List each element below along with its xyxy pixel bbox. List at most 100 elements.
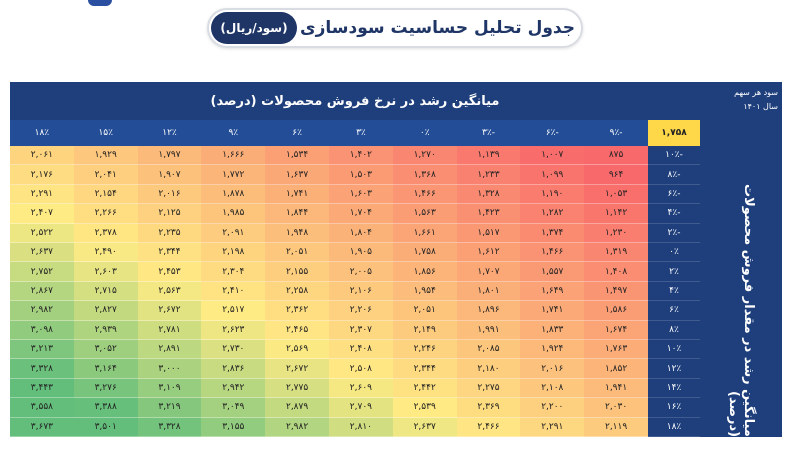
column-header: -۹٪ bbox=[609, 128, 623, 138]
table-cell: ۳,۰۰۰ bbox=[137, 359, 202, 379]
row-header: -۸٪ bbox=[648, 165, 700, 185]
table-cell: ۱,۲۳۳ bbox=[456, 165, 521, 185]
table-cell: ۳,۱۰۹ bbox=[137, 378, 202, 399]
table-cell: ۲,۸۳۶ bbox=[201, 359, 266, 379]
table-cell: ۱,۶۶۱ bbox=[392, 223, 457, 243]
table-cell: ۲,۵۶۹ bbox=[265, 340, 329, 360]
table-cell: ۱,۹۵۴ bbox=[392, 281, 457, 302]
table-cell: ۱,۶۷۴ bbox=[584, 320, 648, 340]
row-header: ۱۴٪ bbox=[648, 379, 700, 399]
table-cell: ۱,۸۰۱ bbox=[456, 281, 521, 302]
table-cell: ۱,۲۷۰ bbox=[392, 146, 457, 166]
table-cell: ۳,۲۱۳ bbox=[10, 340, 74, 360]
row-header: -۲٪ bbox=[648, 224, 700, 243]
table-cell: ۱,۵۱۷ bbox=[456, 223, 521, 243]
table-cell: ۱,۱۹۰ bbox=[520, 184, 585, 205]
base-value: ۱,۷۵۸ bbox=[648, 120, 700, 146]
table-cell: ۳,۳۸۸ bbox=[73, 398, 138, 418]
column-header: ۱۲٪ bbox=[162, 128, 177, 138]
corner-year: سال ۱۴۰۱ bbox=[743, 102, 778, 111]
table-cell: ۲,۳۶۲ bbox=[265, 301, 329, 321]
table-cell: ۳,۳۲۸ bbox=[10, 359, 74, 379]
table-cell: ۲,۲۴۶ bbox=[392, 340, 457, 360]
table-cell: ۲,۳۴۴ bbox=[137, 243, 202, 263]
table-cell: ۳,۶۷۳ bbox=[10, 417, 74, 437]
table-cell: ۲,۱۰۶ bbox=[329, 281, 393, 302]
table-cell: ۲,۹۴۲ bbox=[201, 378, 266, 399]
table-cell: ۱,۷۴۱ bbox=[520, 301, 585, 321]
table-cell: ۱,۵۶۳ bbox=[392, 204, 457, 224]
column-header: ۶٪ bbox=[292, 128, 302, 138]
table-cell: ۲,۳۰۷ bbox=[329, 320, 393, 340]
table-cell: ۲,۹۸۲ bbox=[265, 417, 329, 437]
table-cell: ۲,۱۷۶ bbox=[10, 165, 74, 185]
table-cell: ۱,۲۳۰ bbox=[584, 223, 648, 243]
table-cell: ۲,۸۷۹ bbox=[265, 398, 329, 418]
column-header: -۳٪ bbox=[482, 128, 495, 138]
row-header: ۸٪ bbox=[648, 321, 700, 340]
table-cell: ۱,۸۷۸ bbox=[201, 184, 266, 205]
column-header: ۱۸٪ bbox=[34, 128, 50, 138]
table-cell: ۲,۵۲۲ bbox=[10, 223, 74, 243]
table-cell: ۱,۱۳۹ bbox=[456, 146, 521, 166]
table-cell: ۱,۰۹۹ bbox=[520, 165, 585, 185]
table-cell: ۱,۶۶۶ bbox=[201, 146, 266, 166]
table-cell: ۱,۵۰۳ bbox=[329, 165, 393, 185]
table-cell: ۲,۱۱۹ bbox=[584, 417, 648, 437]
table-cell: ۲,۸۶۷ bbox=[10, 281, 74, 302]
table-cell: ۱,۸۵۲ bbox=[584, 359, 648, 379]
table-cell: ۱,۲۸۲ bbox=[520, 204, 585, 224]
table-cell: ۲,۰۰۵ bbox=[329, 262, 393, 282]
table-cell: ۱,۷۵۸ bbox=[392, 243, 457, 263]
table-cell: ۲,۶۳۷ bbox=[10, 243, 74, 263]
table-cell: ۲,۳۶۹ bbox=[456, 398, 521, 418]
table-cell: ۱,۴۹۷ bbox=[584, 281, 648, 302]
column-group-title: میانگین رشد در نرخ فروش محصولات (درصد) bbox=[210, 93, 500, 109]
table-cell: ۱,۴۰۸ bbox=[584, 262, 648, 282]
table-cell: ۲,۶۷۲ bbox=[137, 301, 202, 321]
table-cell: ۲,۱۵۵ bbox=[265, 262, 329, 282]
row-header: ۱۰٪ bbox=[648, 340, 700, 360]
table-cell: ۱,۴۶۶ bbox=[520, 243, 585, 263]
table-cell: ۱,۶۴۹ bbox=[520, 281, 585, 302]
table-cell: ۲,۵۰۸ bbox=[329, 359, 393, 379]
table-cell: ۲,۷۸۱ bbox=[137, 320, 202, 340]
table-cell: ۱,۵۵۷ bbox=[520, 262, 585, 282]
table-cell: ۳,۴۴۳ bbox=[10, 378, 74, 399]
table-cell: ۱,۸۹۶ bbox=[456, 301, 521, 321]
table-cell: ۲,۴۴۲ bbox=[392, 378, 457, 399]
row-header: ۱۸٪ bbox=[648, 418, 700, 437]
table-cell: ۱,۴۶۶ bbox=[392, 184, 457, 205]
table-cell: ۲,۲۹۱ bbox=[520, 417, 585, 437]
table-cell: ۲,۰۴۱ bbox=[73, 165, 138, 185]
table-cell: ۲,۸۲۷ bbox=[73, 301, 138, 321]
table-cell: ۲,۷۱۵ bbox=[73, 281, 138, 302]
table-cell: ۲,۱۹۸ bbox=[201, 243, 266, 263]
table-cell: ۳,۱۵۵ bbox=[201, 417, 266, 437]
table-cell: ۱,۷۷۲ bbox=[201, 165, 266, 185]
table-cell: ۱,۴۲۳ bbox=[456, 204, 521, 224]
table-cell: ۲,۱۴۹ bbox=[392, 320, 457, 340]
table-cell: ۲,۰۶۱ bbox=[10, 146, 74, 166]
table-cell: ۱,۳۲۸ bbox=[456, 184, 521, 205]
table-cell: ۱,۷۹۷ bbox=[137, 146, 202, 166]
table-cell: ۳,۵۵۸ bbox=[10, 398, 74, 418]
table-cell: ۱,۱۴۲ bbox=[584, 204, 648, 224]
table-cell: ۲,۲۳۵ bbox=[137, 223, 202, 243]
column-header: ۱۵٪ bbox=[98, 128, 113, 138]
table-cell: ۱,۳۱۹ bbox=[584, 243, 648, 263]
unit-badge: (سود/ریال) bbox=[211, 12, 297, 44]
table-cell: ۳,۲۷۶ bbox=[73, 378, 138, 399]
table-cell: ۳,۱۶۴ bbox=[73, 359, 138, 379]
table-cell: ۱,۸۵۶ bbox=[392, 262, 457, 282]
table-cell: ۳,۰۹۸ bbox=[10, 320, 74, 340]
row-header: ۰٪ bbox=[648, 243, 700, 263]
table-cell: ۲,۴۶۶ bbox=[456, 417, 521, 437]
table-cell: ۱,۵۳۴ bbox=[265, 146, 329, 166]
table-cell: ۱,۳۷۴ bbox=[520, 223, 585, 243]
table-cell: ۲,۰۳۰ bbox=[584, 398, 648, 418]
table-cell: ۳,۵۰۱ bbox=[73, 417, 138, 437]
table-cell: ۲,۶۲۳ bbox=[201, 320, 266, 340]
row-group-title: میانگین رشد در مقدار فروش محصولات (درصد) bbox=[700, 146, 782, 437]
corner-title: سود هر سهم bbox=[734, 88, 778, 97]
